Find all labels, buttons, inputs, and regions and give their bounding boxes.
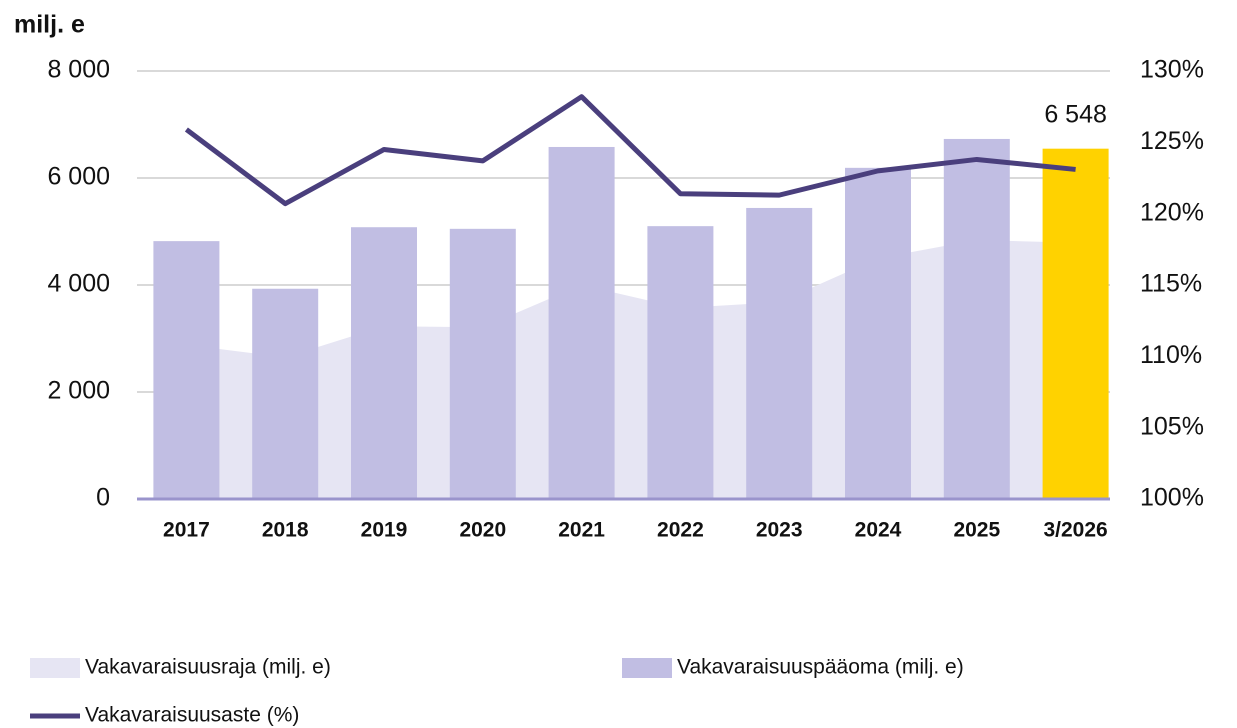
y-tick-label: 8 000	[47, 56, 110, 84]
data-label: 6 548	[1044, 100, 1107, 128]
y2-tick-label: 115%	[1140, 270, 1202, 298]
bar	[351, 227, 417, 499]
y2-tick-label: 125%	[1140, 127, 1204, 155]
bar	[943, 138, 1010, 499]
y2-tick-label: 110%	[1140, 341, 1202, 369]
y-tick-label: 6 000	[47, 163, 110, 191]
bar	[449, 228, 516, 499]
x-tick-label: 2021	[558, 519, 605, 542]
y-axis-label: milj. e	[14, 11, 85, 39]
x-tick-label: 3/2026	[1043, 519, 1107, 542]
legend-label: Vakavaraisuusaste (%)	[85, 704, 299, 727]
y2-tick-label: 120%	[1140, 198, 1204, 226]
bar	[548, 146, 615, 499]
bar	[1042, 148, 1109, 499]
legend-label: Vakavaraisuusraja (milj. e)	[85, 656, 331, 679]
y-tick-label: 4 000	[47, 270, 110, 298]
y2-tick-label: 130%	[1140, 56, 1204, 84]
x-tick-label: 2023	[756, 519, 803, 542]
x-tick-label: 2017	[163, 519, 210, 542]
y2-tick-label: 100%	[1140, 484, 1204, 512]
x-tick-label: 2018	[262, 519, 309, 542]
bar	[252, 288, 319, 499]
y-tick-label: 0	[96, 484, 110, 512]
legend-swatch	[30, 658, 80, 678]
bar	[153, 241, 220, 499]
legend-label: Vakavaraisuuspääoma (milj. e)	[677, 656, 964, 679]
line	[184, 94, 1076, 207]
area	[186, 240, 1076, 499]
x-tick-label: 2022	[657, 519, 704, 542]
x-tick-label: 2020	[459, 519, 506, 542]
y-tick-label: 2 000	[47, 377, 110, 405]
bar	[845, 167, 911, 499]
y2-tick-label: 105%	[1140, 412, 1204, 440]
x-tick-label: 2019	[361, 519, 408, 542]
bar	[746, 207, 813, 499]
x-tick-label: 2024	[855, 519, 902, 542]
x-tick-label: 2025	[953, 519, 1000, 542]
legend-swatch	[622, 658, 672, 678]
bar	[647, 226, 714, 499]
